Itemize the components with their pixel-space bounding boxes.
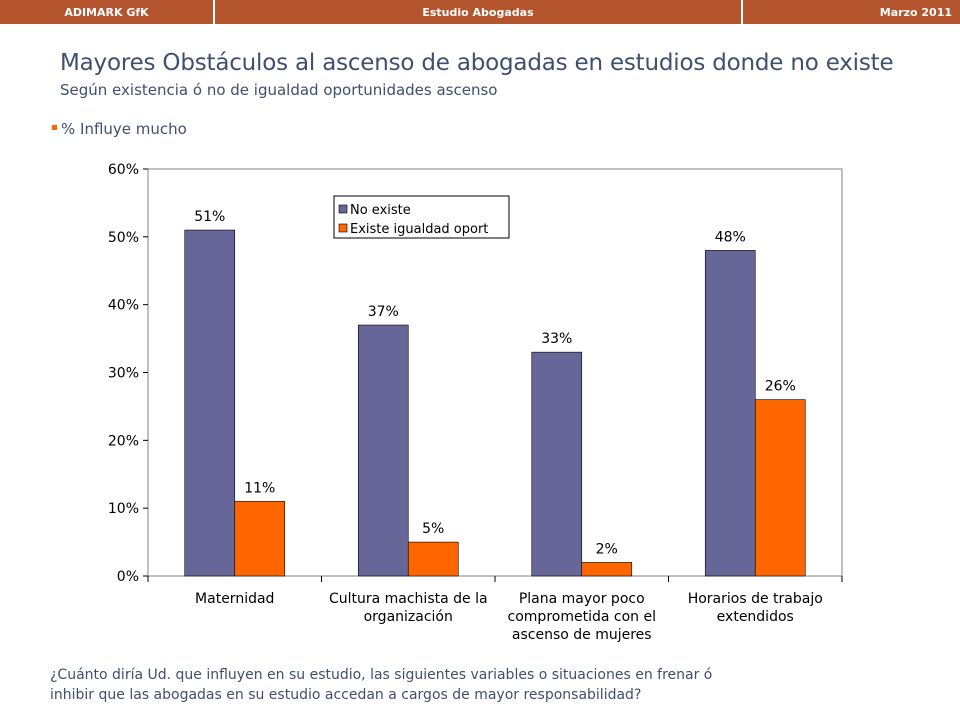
legend-label: No existe [350, 203, 411, 218]
bar [754, 399, 806, 577]
data-label: 26% [765, 379, 796, 395]
legend-swatch [338, 223, 348, 233]
y-tick-label: 10% [108, 501, 139, 517]
y-tick-label: 20% [108, 433, 139, 449]
bullet-square-icon [52, 125, 57, 130]
category-label: Cultura machista de la [329, 591, 488, 607]
y-tick-label: 40% [108, 298, 139, 314]
data-label: 33% [541, 331, 572, 347]
header-date: Marzo 2011 [743, 0, 960, 24]
metric-bullet: % Influye mucho [52, 120, 187, 138]
bar [704, 250, 756, 577]
metric-label: % Influye mucho [61, 120, 187, 138]
data-label: 2% [596, 541, 618, 557]
category-label: Maternidad [195, 591, 274, 607]
data-label: 11% [244, 480, 275, 496]
data-label: 37% [368, 304, 399, 320]
legend-swatch [338, 204, 348, 214]
bar [184, 229, 236, 577]
page-title: Mayores Obstáculos al ascenso de abogada… [60, 50, 894, 76]
survey-question: ¿Cuánto diría Ud. que influyen en su est… [50, 667, 713, 703]
bar [234, 501, 286, 577]
header-study: Estudio Abogadas [215, 0, 743, 24]
bar [357, 324, 409, 577]
bar-chart: 0% 10% 20% 30% 40% 50% 60% 51% 11% Maternidad 37% 5… [108, 162, 843, 643]
legend [333, 195, 510, 239]
data-label: 5% [422, 521, 444, 537]
legend-label: Existe igualdad oport [350, 222, 488, 237]
y-tick-label: 0% [117, 569, 139, 585]
bar [531, 351, 583, 577]
category-label: ascenso de mujeres [512, 627, 652, 643]
category-label: Horarios de trabajo [688, 591, 823, 607]
y-tick-label: 30% [108, 366, 139, 382]
category-label: Plana mayor poco [519, 591, 645, 607]
header-company: ADIMARK GfK [0, 0, 215, 24]
bar [581, 562, 633, 577]
category-label: organización [364, 609, 453, 625]
y-tick-label: 60% [108, 162, 139, 178]
header-bar: ADIMARK GfK Estudio Abogadas Marzo 2011 [0, 0, 960, 24]
y-tick-label: 50% [108, 230, 139, 246]
data-label: 51% [194, 209, 225, 225]
page-subtitle: Según existencia ó no de igualdad oportu… [60, 81, 498, 99]
category-label: extendidos [717, 609, 794, 625]
bar [407, 541, 459, 577]
data-label: 48% [715, 229, 746, 245]
category-label: comprometida con el [508, 609, 656, 625]
